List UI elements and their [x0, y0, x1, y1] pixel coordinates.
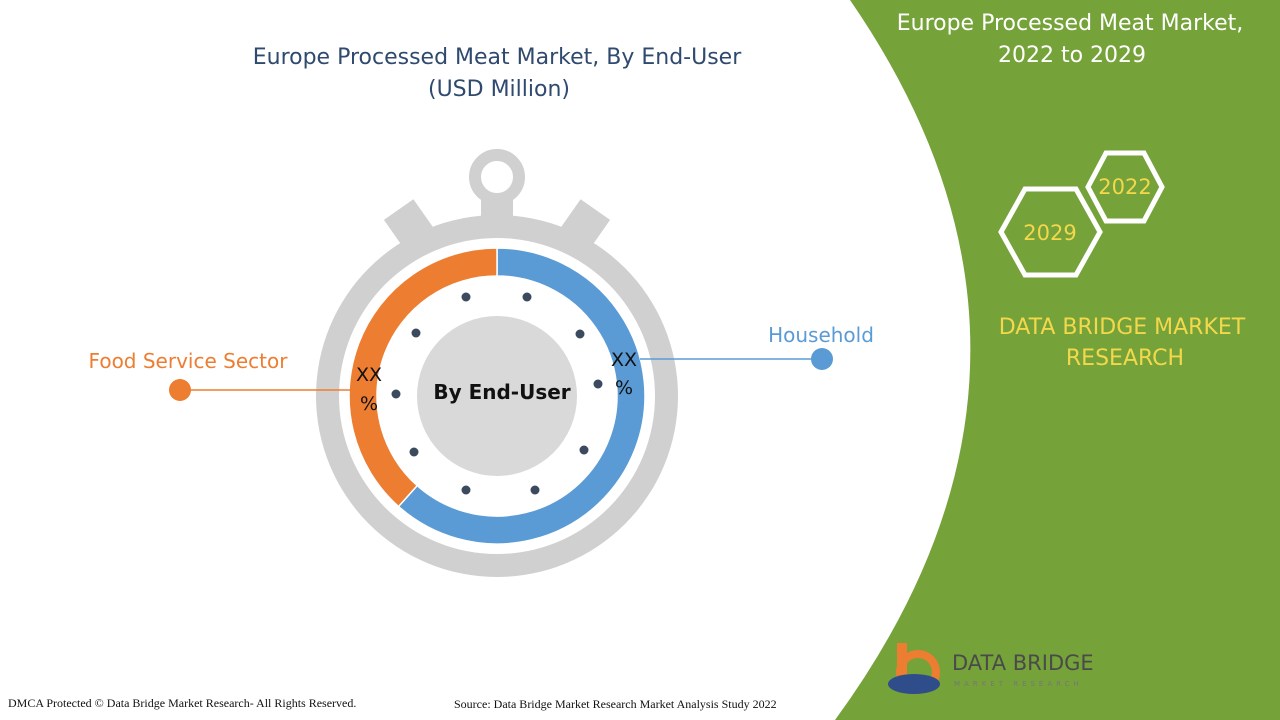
value-label: %	[360, 393, 378, 415]
hexagon	[1085, 150, 1165, 224]
center-label: By End-User	[433, 380, 570, 404]
value-label: XX	[356, 364, 382, 386]
donut-segment	[348, 247, 498, 508]
logo: DATA BRIDGE MARKET RESEARCH	[888, 643, 1094, 694]
donut-segment	[397, 247, 646, 545]
segment-label: Food Service Sector	[89, 349, 289, 373]
dial-dots	[391, 292, 603, 495]
center-circle	[417, 316, 577, 476]
leader-dot	[169, 379, 191, 401]
footer-right: Source: Data Bridge Market Research Mark…	[454, 697, 777, 711]
leader-dot	[811, 348, 833, 370]
value-label: %	[615, 377, 633, 399]
hexagon	[998, 186, 1103, 278]
title: (USD Million)	[428, 77, 570, 102]
title: Europe Processed Meat Market, By End-Use…	[253, 45, 742, 70]
logo-tagline: MARKET RESEARCH	[954, 680, 1083, 688]
value-label: XX	[611, 349, 637, 371]
year: 2029	[1023, 221, 1076, 245]
segment-label: Household	[768, 323, 874, 347]
brand: RESEARCH	[1066, 346, 1184, 371]
donut	[348, 247, 646, 545]
side-panel	[835, 0, 1280, 720]
year: 2022	[1098, 175, 1151, 199]
footer-left: DMCA Protected © Data Bridge Market Rese…	[8, 696, 356, 710]
brand: DATA BRIDGE MARKET	[999, 315, 1246, 340]
panel-title: 2022 to 2029	[998, 43, 1146, 68]
logo-name: DATA BRIDGE	[952, 651, 1094, 675]
panel-title: Europe Processed Meat Market,	[897, 11, 1244, 36]
